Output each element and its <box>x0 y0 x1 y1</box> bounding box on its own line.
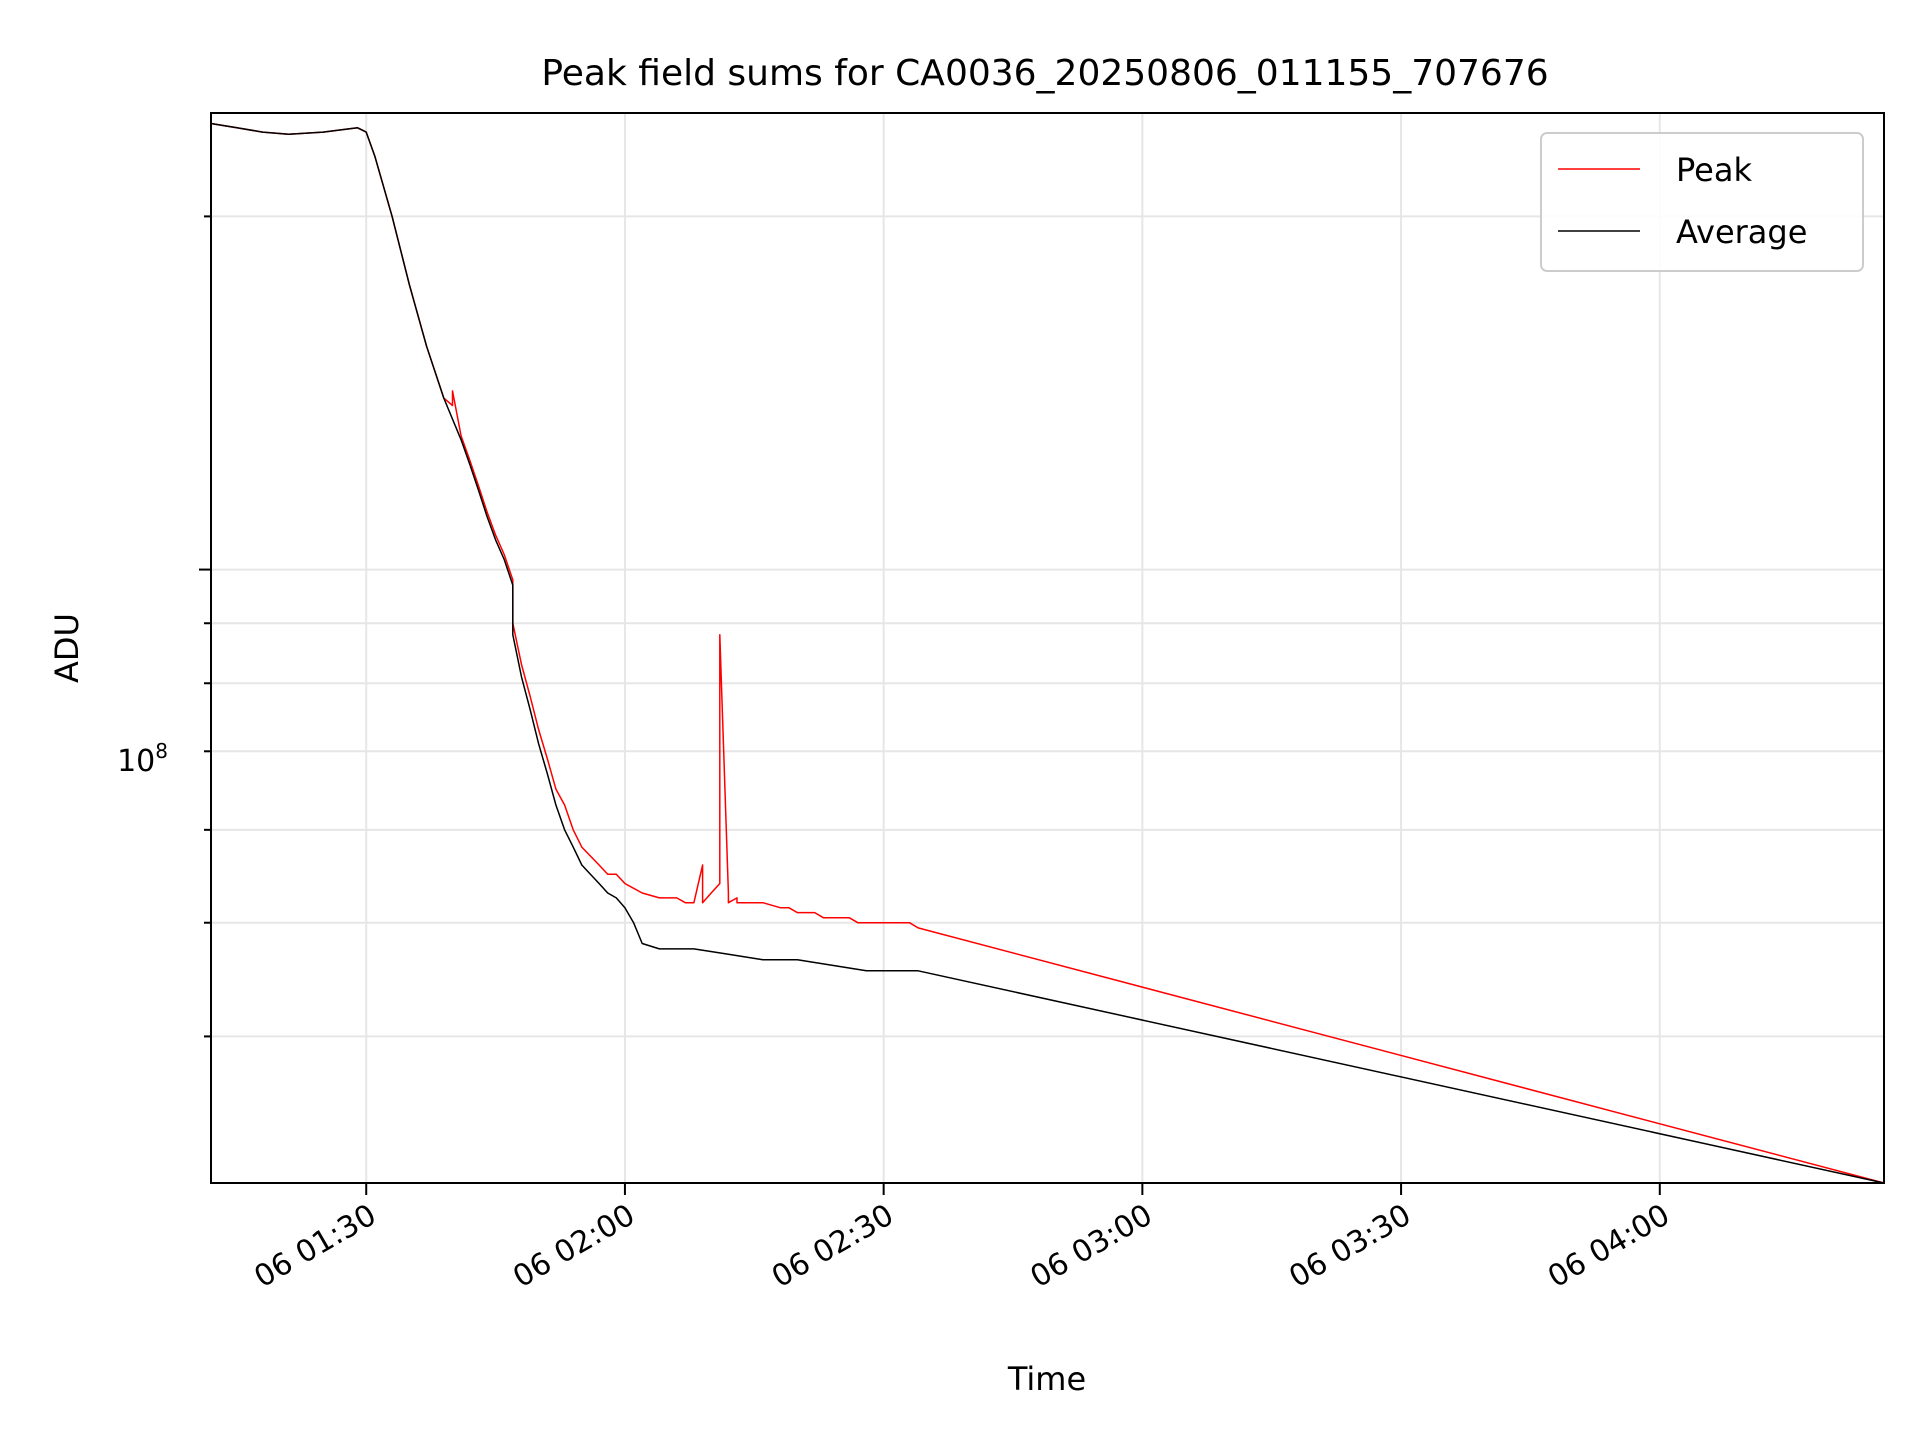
y-axis-label: ADU <box>48 613 86 683</box>
legend: Peak Average <box>1540 132 1864 272</box>
plot-frame <box>210 112 1885 1184</box>
series-line-average <box>210 122 1885 1184</box>
grid-layer <box>211 113 1884 1183</box>
series-line-peak <box>210 122 1885 1184</box>
chart-title: Peak field sums for CA0036_20250806_0111… <box>541 53 1548 94</box>
x-axis-label: Time <box>1007 1360 1086 1398</box>
series-layer <box>210 122 1885 1184</box>
legend-frame <box>1540 132 1864 272</box>
y-tick-label-1e8: 108 <box>117 739 168 779</box>
legend-label-peak: Peak <box>1676 151 1752 189</box>
legend-label-average: Average <box>1676 213 1807 251</box>
y-axis: 108 <box>117 215 211 1038</box>
